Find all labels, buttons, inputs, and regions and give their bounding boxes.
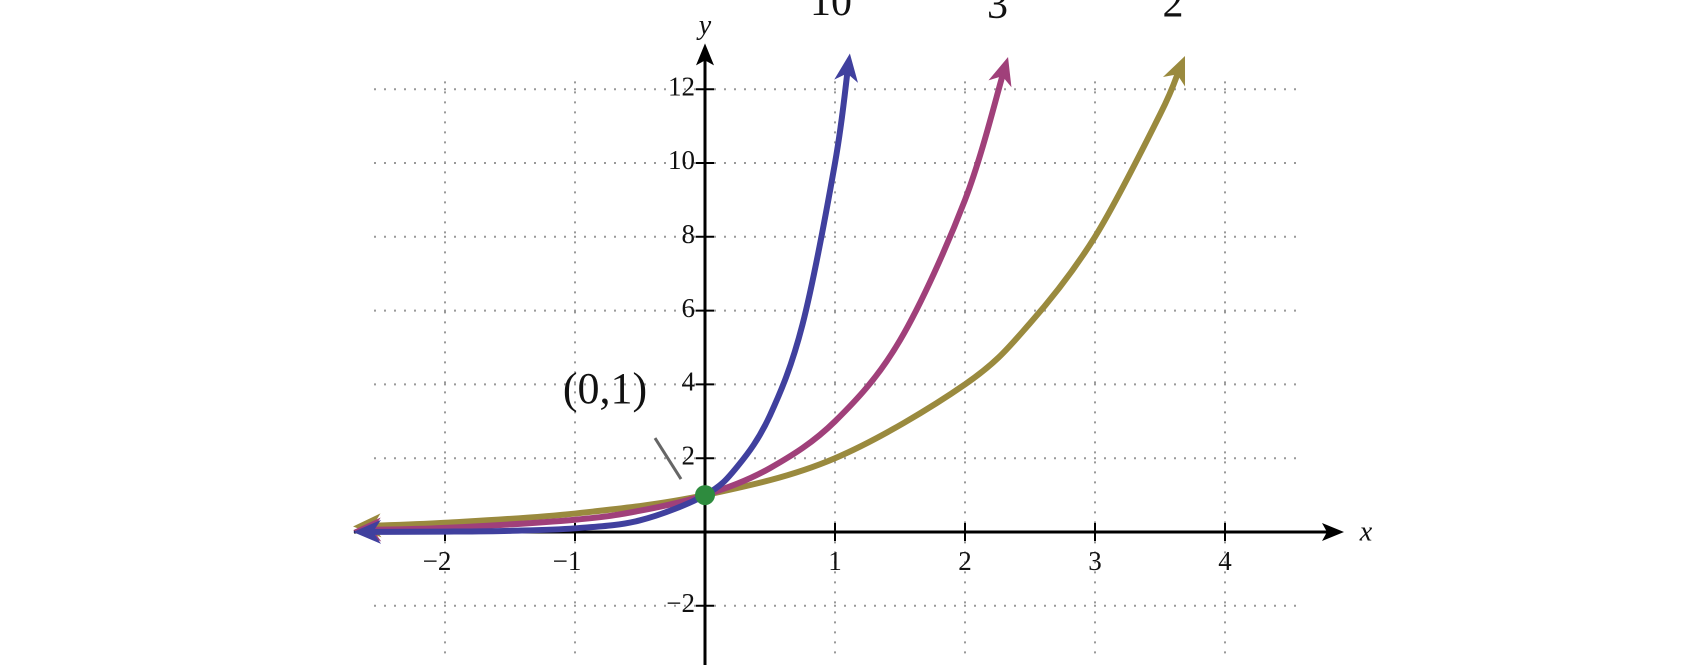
y-tick-label: 6 — [682, 293, 696, 323]
y-tick-label: 4 — [682, 367, 696, 397]
curve-arrowhead — [353, 519, 382, 544]
y-axis-label: y — [696, 10, 712, 41]
y-tick-label: 12 — [668, 71, 695, 101]
y-axis-arrow — [696, 43, 714, 66]
series-label: 10 — [810, 0, 852, 25]
x-tick-label: 4 — [1218, 546, 1232, 576]
series-label-exponent: x — [853, 0, 866, 1]
series-label-exponent: x — [1185, 0, 1198, 3]
curve — [366, 67, 1183, 529]
point — [695, 485, 715, 506]
annotation-leader — [653, 437, 683, 480]
series-label: 3 — [987, 0, 1008, 28]
y-tick-label: 8 — [682, 219, 696, 249]
x-axis-arrow — [1322, 523, 1344, 541]
x-tick-label: −2 — [423, 546, 452, 576]
y-tick-label: −2 — [666, 588, 695, 618]
x-tick-label: −1 — [553, 546, 582, 576]
y-tick-label: 2 — [682, 440, 696, 470]
curve — [366, 69, 1007, 533]
x-tick-label: 3 — [1088, 546, 1102, 576]
curve-arrowhead — [834, 53, 859, 83]
series-label: 2 — [1163, 0, 1184, 27]
curve-arrowhead — [988, 56, 1012, 88]
point-label: (0,1) — [563, 364, 647, 413]
x-axis-label: x — [1359, 516, 1373, 547]
series-label-exponent: x — [1009, 0, 1022, 4]
y-tick-label: 10 — [668, 145, 695, 175]
x-tick-label: 1 — [828, 546, 842, 576]
x-tick-label: 2 — [958, 546, 972, 576]
curve-arrowhead — [1162, 56, 1186, 87]
